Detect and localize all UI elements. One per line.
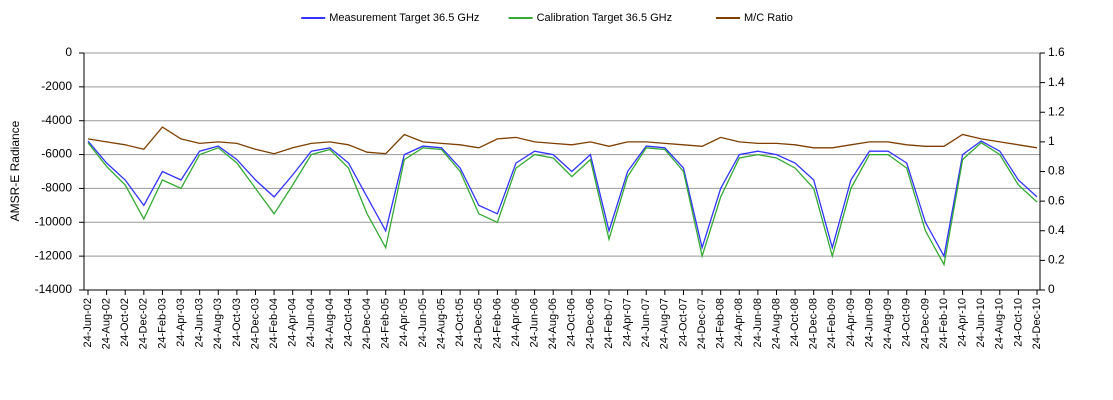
x-tick-label: 24-Aug-10 [994, 298, 1006, 349]
x-tick-label: 24-Aug-05 [435, 298, 447, 349]
x-tick-label: 24-Dec-05 [473, 298, 485, 349]
y-tick-label: -6000 [41, 147, 72, 161]
x-tick-label: 24-Dec-08 [808, 298, 820, 349]
x-tick-label: 24-Jun-06 [528, 298, 540, 348]
x-tick-label: 24-Feb-10 [938, 298, 950, 349]
x-tick-label: 24-Oct-02 [119, 298, 131, 347]
x-tick-label: 24-Apr-04 [287, 298, 299, 347]
y-tick-label: 0 [65, 45, 72, 59]
x-tick-label: 24-Feb-08 [715, 298, 727, 349]
x-tick-label: 24-Dec-02 [138, 298, 150, 349]
x-tick-label: 24-Oct-06 [566, 298, 578, 347]
x-tick-label: 24-Apr-08 [733, 298, 745, 347]
x-tick-label: 24-Aug-03 [212, 298, 224, 349]
x-tick-label: 24-Apr-10 [956, 298, 968, 347]
y-tick-label: -14000 [35, 282, 73, 296]
x-tick-label: 24-Jun-10 [975, 298, 987, 348]
x-tick-label: 24-Apr-07 [622, 298, 634, 347]
x-tick-label: 24-Jun-09 [863, 298, 875, 348]
x-tick-label: 24-Aug-04 [324, 298, 336, 349]
x-tick-label: 24-Jun-02 [82, 298, 94, 348]
x-tick-label: 24-Aug-07 [659, 298, 671, 349]
y2-tick-label: 0.2 [1048, 253, 1065, 267]
x-tick-label: 24-Feb-09 [826, 298, 838, 349]
x-tick-label: 24-Apr-05 [398, 298, 410, 347]
x-tick-label: 24-Dec-04 [361, 298, 373, 349]
series-line [87, 140, 1038, 259]
x-tick-label: 24-Aug-09 [882, 298, 894, 349]
x-tick-label: 24-Dec-03 [249, 298, 261, 349]
y-tick-label: -2000 [41, 79, 72, 93]
y-tick-label: -10000 [35, 214, 73, 228]
x-tick-label: 24-Feb-06 [491, 298, 503, 349]
x-tick-label: 24-Dec-09 [919, 298, 931, 349]
x-tick-label: 24-Jun-04 [305, 298, 317, 348]
x-tick-label: 24-Oct-03 [231, 298, 243, 347]
y-tick-label: -12000 [35, 248, 73, 262]
y-axis-label: AMSR-E Radiance [8, 120, 22, 221]
x-tick-label: 24-Oct-04 [342, 298, 354, 347]
series-line [87, 141, 1038, 267]
y-tick-label: -4000 [41, 113, 72, 127]
x-tick-label: 24-Apr-09 [845, 298, 857, 347]
x-tick-label: 24-Jun-07 [640, 298, 652, 348]
x-tick-label: 24-Aug-02 [101, 298, 113, 349]
x-tick-label: 24-Feb-04 [268, 298, 280, 349]
x-tick-label: 24-Oct-08 [789, 298, 801, 347]
y-tick-label: -8000 [41, 181, 72, 195]
y2-tick-label: 0.6 [1048, 193, 1065, 207]
y2-tick-label: 0.4 [1048, 223, 1065, 237]
x-tick-label: 24-Dec-07 [696, 298, 708, 349]
x-tick-label: 24-Feb-05 [380, 298, 392, 349]
x-tick-label: 24-Aug-06 [547, 298, 559, 349]
x-tick-label: 24-Oct-05 [454, 298, 466, 347]
x-tick-label: 24-Feb-07 [603, 298, 615, 349]
x-tick-label: 24-Jun-08 [752, 298, 764, 348]
x-tick-label: 24-Feb-03 [156, 298, 168, 349]
y2-tick-label: 1.6 [1048, 45, 1065, 59]
x-tick-label: 24-Jun-05 [417, 298, 429, 348]
x-tick-label: 24-Oct-07 [677, 298, 689, 347]
y2-tick-label: 0.8 [1048, 164, 1065, 178]
y2-tick-label: 0 [1048, 282, 1055, 296]
legend-label: M/C Ratio [744, 12, 793, 24]
y2-tick-label: 1.2 [1048, 104, 1065, 118]
x-tick-label: 24-Aug-08 [770, 298, 782, 349]
x-tick-label: 24-Oct-10 [1012, 298, 1024, 347]
x-tick-label: 24-Apr-06 [510, 298, 522, 347]
x-tick-label: 24-Oct-09 [901, 298, 913, 347]
x-tick-label: 24-Jun-03 [194, 298, 206, 348]
x-tick-label: 24-Dec-06 [584, 298, 596, 349]
y2-tick-label: 1.4 [1048, 75, 1065, 89]
legend-label: Calibration Target 36.5 GHz [537, 12, 673, 24]
x-tick-label: 24-Apr-03 [175, 298, 187, 347]
series-line [87, 126, 1038, 155]
legend-label: Measurement Target 36.5 GHz [329, 12, 479, 24]
y2-tick-label: 1 [1048, 134, 1055, 148]
x-tick-label: 24-Dec-10 [1031, 298, 1043, 349]
